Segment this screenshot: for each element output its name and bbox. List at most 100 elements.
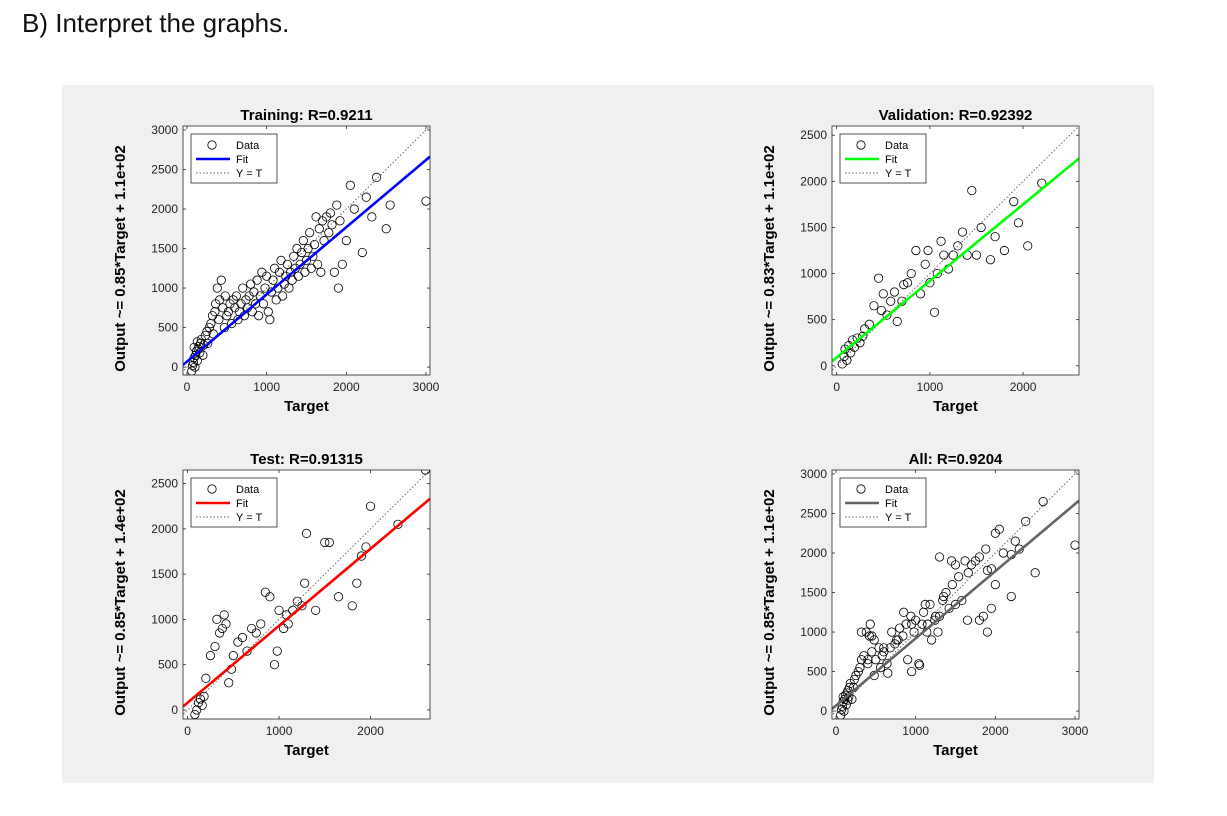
data-point bbox=[198, 350, 208, 360]
data-point bbox=[385, 200, 395, 210]
data-point bbox=[274, 605, 284, 615]
y-tick-label: 2500 bbox=[800, 506, 827, 520]
y-axis-label: Output ~= 0.85*Target + 1.1e+02 bbox=[112, 145, 129, 372]
data-point bbox=[372, 172, 382, 182]
y-tick-label: 1500 bbox=[151, 567, 178, 581]
data-point bbox=[282, 259, 292, 269]
data-point bbox=[869, 301, 879, 311]
data-point bbox=[272, 646, 282, 656]
data-point bbox=[216, 275, 226, 285]
plot-area bbox=[832, 126, 1079, 372]
data-point bbox=[933, 627, 943, 637]
data-point bbox=[251, 628, 261, 638]
identity-line bbox=[832, 470, 1079, 716]
data-point bbox=[268, 275, 278, 285]
legend-entry: Y = T bbox=[885, 168, 911, 180]
data-point bbox=[856, 627, 867, 637]
y-tick-label: 1500 bbox=[800, 586, 827, 600]
data-point bbox=[325, 208, 336, 218]
data-point bbox=[990, 232, 1000, 242]
data-point bbox=[277, 291, 288, 301]
data-point bbox=[892, 316, 902, 327]
y-tick-label: 3000 bbox=[800, 467, 827, 481]
y-axis-label: Output ~= 0.83*Target + 1.1e+02 bbox=[761, 145, 778, 372]
data-point bbox=[967, 185, 977, 196]
figure-panel: Training: R=0.9211 0 1000 2000 3000 0 500 1000 1… bbox=[62, 85, 1154, 783]
data-point bbox=[990, 580, 1000, 590]
data-point bbox=[421, 196, 430, 206]
data-point bbox=[948, 250, 958, 260]
data-point bbox=[962, 615, 973, 625]
fit-line bbox=[183, 155, 430, 366]
y-tick-label: 2500 bbox=[151, 477, 178, 491]
data-point bbox=[250, 299, 261, 309]
data-point bbox=[224, 678, 234, 688]
plot-title: Validation: R=0.92392 bbox=[879, 107, 1033, 124]
x-axis-label: Target bbox=[933, 742, 978, 759]
data-point bbox=[882, 659, 892, 669]
axes-frame bbox=[182, 469, 431, 720]
plot-0: Training: R=0.9211 0 1000 2000 3000 0 500 1000 1… bbox=[112, 107, 440, 415]
plot-area bbox=[183, 126, 430, 375]
x-axis-label: Target bbox=[933, 398, 978, 415]
identity-line bbox=[183, 470, 430, 716]
data-point bbox=[883, 668, 893, 678]
data-point bbox=[899, 607, 909, 617]
x-tick-label: 1000 bbox=[266, 724, 293, 738]
data-point bbox=[976, 222, 986, 233]
identity-line bbox=[832, 126, 1079, 372]
legend-data-marker bbox=[856, 484, 866, 494]
data-point bbox=[847, 694, 857, 704]
x-tick-label: 1000 bbox=[902, 724, 929, 738]
data-point bbox=[252, 275, 262, 285]
x-tick-label: 3000 bbox=[413, 380, 440, 394]
data-point bbox=[231, 291, 241, 301]
data-point bbox=[367, 212, 377, 222]
data-point bbox=[258, 299, 269, 309]
data-point bbox=[915, 660, 925, 670]
x-tick-label: 2000 bbox=[1010, 380, 1037, 394]
data-point bbox=[289, 251, 299, 262]
legend: Data Fit Y = T bbox=[190, 477, 278, 528]
data-point bbox=[837, 701, 847, 711]
legend: Data Fit Y = T bbox=[839, 133, 927, 184]
data-point bbox=[189, 342, 199, 352]
y-tick-label: 500 bbox=[807, 313, 827, 327]
data-point bbox=[269, 660, 280, 670]
data-point bbox=[352, 578, 362, 588]
data-point bbox=[242, 646, 252, 656]
y-tick-label: 1000 bbox=[151, 612, 178, 626]
y-tick-label: 0 bbox=[171, 703, 178, 717]
data-point bbox=[844, 682, 855, 692]
plot-3: All: R=0.9204 0 1000 2000 3000 0 500 1000 1500 20… bbox=[761, 451, 1089, 759]
data-point bbox=[347, 601, 357, 611]
axes-frame bbox=[831, 469, 1080, 720]
plot-area bbox=[832, 470, 1079, 719]
data-point bbox=[313, 259, 323, 269]
y-tick-label: 2000 bbox=[800, 174, 827, 188]
y-tick-label: 1000 bbox=[800, 267, 827, 281]
data-point bbox=[974, 615, 985, 625]
legend-entry: Y = T bbox=[236, 168, 262, 180]
data-point bbox=[324, 537, 334, 548]
data-point bbox=[990, 528, 1000, 538]
data-point bbox=[1013, 218, 1024, 228]
y-tick-label: 500 bbox=[158, 658, 178, 672]
plot-title: Test: R=0.91315 bbox=[250, 451, 363, 468]
y-tick-label: 1500 bbox=[800, 220, 827, 234]
data-point bbox=[210, 641, 220, 652]
data-point bbox=[329, 267, 339, 277]
data-point bbox=[356, 551, 366, 561]
fit-line bbox=[183, 497, 430, 708]
data-point bbox=[1038, 497, 1048, 507]
data-point bbox=[849, 674, 859, 685]
data-point bbox=[920, 259, 930, 269]
legend-data-marker bbox=[207, 140, 217, 150]
x-tick-label: 1000 bbox=[917, 380, 944, 394]
data-point bbox=[333, 283, 343, 293]
data-point bbox=[986, 603, 996, 613]
data-point bbox=[863, 655, 873, 665]
data-point bbox=[192, 705, 202, 715]
data-point bbox=[212, 283, 222, 293]
data-point bbox=[219, 610, 229, 620]
